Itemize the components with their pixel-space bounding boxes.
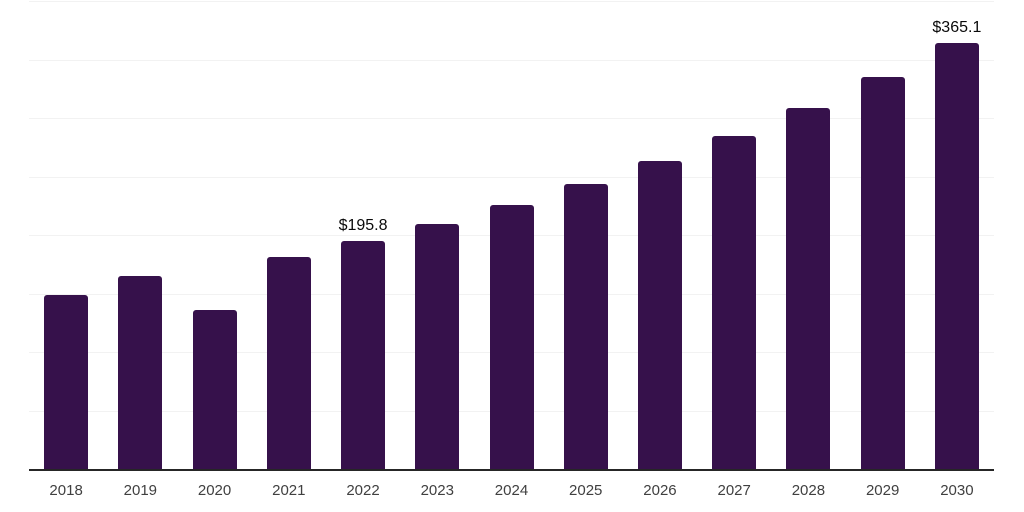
bar-2019: [118, 276, 163, 470]
x-tick-label: 2029: [865, 482, 900, 499]
bar-2026: [637, 161, 682, 470]
gridline: [29, 118, 994, 119]
bar-value-label: $195.8: [338, 216, 388, 234]
bar-2022: [341, 240, 386, 470]
x-tick-label: 2027: [717, 482, 751, 499]
gridline: [29, 1, 994, 2]
x-tick-label: 2023: [420, 482, 454, 499]
x-tick-label: 2022: [346, 482, 380, 499]
x-tick-label: 2021: [272, 482, 306, 499]
bar-2030: [934, 42, 979, 470]
gridline: [29, 176, 994, 178]
x-axis-line: [29, 469, 994, 471]
x-tick-label: 2018: [49, 482, 83, 499]
bar-2028: [786, 108, 831, 470]
x-tick-label: 2025: [569, 482, 603, 499]
bar-2025: [563, 184, 608, 470]
bar-2021: [266, 256, 311, 470]
bar-2018: [44, 295, 89, 470]
bar-2029: [860, 77, 905, 470]
x-tick-label: 2028: [791, 482, 826, 499]
bar-2023: [415, 223, 460, 470]
bar-2024: [489, 205, 534, 470]
bar-2020: [192, 309, 237, 470]
x-tick-label: 2019: [123, 482, 158, 499]
x-tick-label: 2020: [197, 482, 232, 499]
x-axis-labels: 2018 2019 2020 2021 2022 2023 2024 2025 2026 2027…: [0, 482, 1024, 506]
bar-value-label: $365.1: [932, 18, 982, 36]
x-tick-label: 2030: [940, 482, 974, 499]
gridline: [29, 59, 994, 61]
bar-2027: [712, 135, 757, 470]
x-tick-label: 2024: [494, 482, 529, 499]
plot-area: $195.8 $365.1: [29, 0, 994, 471]
x-tick-label: 2026: [643, 482, 677, 499]
